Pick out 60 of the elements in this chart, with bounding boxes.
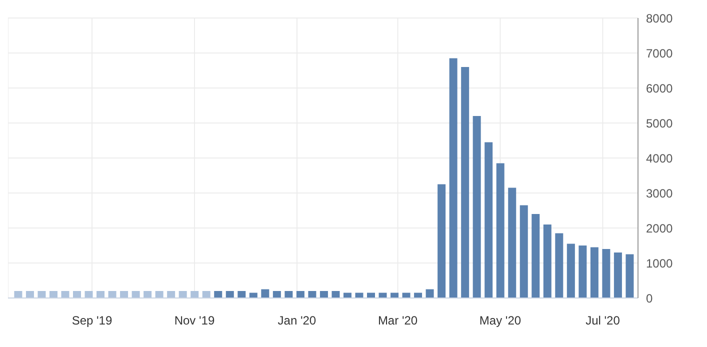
x-tick-label: Mar '20: [378, 314, 418, 328]
bar: [26, 291, 34, 298]
y-tick-label: 2000: [646, 221, 674, 236]
bar: [96, 291, 105, 298]
bar: [461, 67, 470, 298]
bar: [190, 291, 199, 298]
bar: [320, 291, 328, 298]
y-tick-label: 3000: [646, 186, 674, 200]
bar: [261, 289, 270, 298]
bar: [284, 291, 293, 298]
bar: [202, 291, 210, 298]
bar: [38, 291, 46, 298]
bar: [49, 291, 58, 298]
bar: [238, 291, 246, 298]
bar: [132, 291, 140, 298]
x-tick-label: Nov '19: [174, 314, 215, 328]
bar: [602, 249, 610, 298]
bar: [332, 291, 340, 298]
bar: [566, 244, 575, 298]
bar: [14, 291, 22, 298]
bar: [178, 291, 187, 298]
x-tick-label: Jan '20: [278, 314, 316, 328]
bar: [472, 116, 481, 298]
bar: [167, 291, 176, 298]
x-tick-label: Jul '20: [586, 314, 620, 328]
y-tick-label: 1000: [646, 256, 674, 270]
bar: [626, 254, 634, 298]
y-tick-label: 6000: [646, 81, 674, 96]
bar: [555, 233, 564, 298]
y-tick-label: 0: [646, 291, 653, 306]
bar: [108, 291, 116, 298]
y-tick-label: 7000: [646, 46, 674, 60]
bar: [578, 246, 587, 298]
bar: [614, 252, 622, 298]
bar: [449, 58, 458, 298]
y-tick-label: 4000: [646, 151, 674, 166]
bar: [438, 184, 446, 298]
bar: [155, 291, 164, 298]
bar: [296, 291, 304, 298]
x-tick-label: May '20: [479, 314, 522, 328]
bar: [120, 291, 128, 298]
y-tick-label: 5000: [646, 116, 674, 130]
bar: [214, 291, 222, 298]
bar: [272, 291, 281, 298]
bar: [73, 291, 81, 298]
bar: [308, 291, 316, 298]
bar: [426, 289, 434, 298]
bar: [520, 205, 528, 298]
bar: [84, 291, 93, 298]
bar: [590, 247, 598, 298]
bar: [496, 163, 504, 298]
bar: [484, 142, 493, 298]
bar: [543, 224, 552, 298]
bar: [532, 214, 540, 298]
bar: [226, 291, 234, 298]
y-tick-label: 8000: [646, 11, 674, 26]
bar: [61, 291, 70, 298]
bar: [144, 291, 152, 298]
x-tick-label: Sep '19: [72, 314, 112, 328]
bar: [508, 188, 516, 298]
